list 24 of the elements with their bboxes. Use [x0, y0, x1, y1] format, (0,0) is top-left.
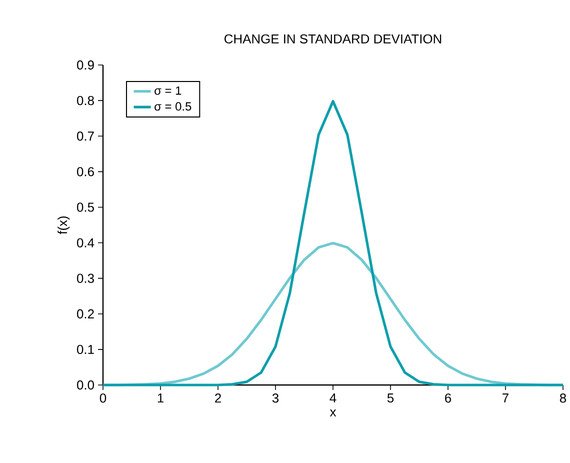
y-tick-label: 0.4 — [76, 238, 94, 248]
x-tick-label: 2 — [215, 394, 221, 403]
y-axis-title: f(x) — [58, 216, 70, 234]
x-tick-label: 8 — [560, 394, 566, 403]
x-tick-label: 1 — [158, 394, 164, 402]
y-tick-label: 0.7 — [76, 132, 94, 141]
x-tick-label: 3 — [272, 394, 279, 403]
y-tick-label: 0.8 — [76, 96, 94, 106]
x-tick-label: 6 — [445, 394, 452, 403]
y-tick-label: 0.6 — [76, 167, 94, 176]
y-tick-label: 0.5 — [76, 202, 94, 212]
chart-title: CHANGE IN STANDARD DEVIATION — [224, 34, 442, 44]
x-tick-label: 7 — [502, 394, 508, 402]
y-tick-label: 0.2 — [76, 309, 94, 318]
x-tick-label: 5 — [387, 394, 394, 403]
y-tick-label: 0.9 — [76, 60, 94, 70]
legend-label: σ = 1 — [154, 86, 182, 95]
y-tick-label: 0.1 — [76, 344, 94, 354]
y-tick-label: 0.0 — [76, 380, 94, 390]
y-tick-label: 0.3 — [76, 274, 94, 283]
x-tick-label: 4 — [330, 394, 336, 402]
x-axis-title: x — [330, 410, 336, 416]
legend-label: σ = 0.5 — [154, 102, 192, 111]
x-tick-label: 0 — [100, 394, 106, 403]
